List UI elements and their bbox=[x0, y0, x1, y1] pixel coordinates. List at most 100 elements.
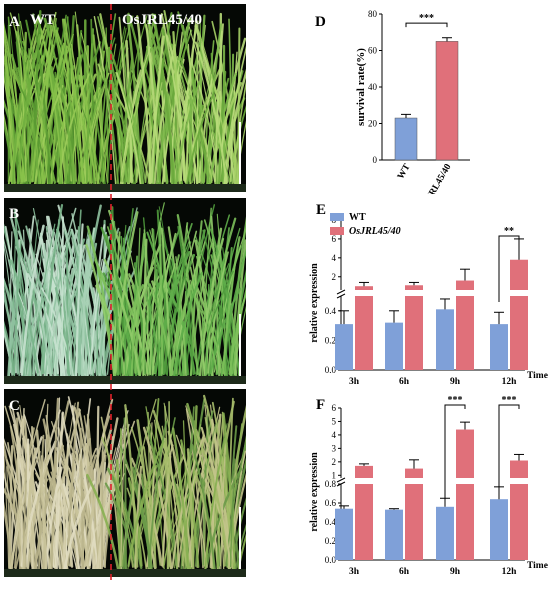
y-tick-label: 4 bbox=[332, 430, 337, 440]
bar bbox=[405, 296, 423, 370]
soil-strip bbox=[4, 376, 246, 384]
y-axis-label: relative expression bbox=[309, 263, 320, 343]
bar bbox=[436, 309, 454, 370]
y-tick-label: 2 bbox=[332, 457, 337, 467]
bar bbox=[510, 460, 528, 478]
bar bbox=[385, 509, 403, 560]
seedling-image-a bbox=[4, 9, 246, 192]
photo-panel-a bbox=[4, 4, 246, 192]
bar bbox=[510, 259, 528, 290]
y-tick-label: 2 bbox=[332, 272, 337, 282]
bar bbox=[435, 41, 459, 161]
x-tick-label: 12h bbox=[502, 377, 518, 387]
bar bbox=[456, 484, 474, 560]
x-tick-label: OsJRL45/40 bbox=[420, 162, 454, 194]
bar bbox=[355, 465, 373, 478]
y-tick-label: 6 bbox=[332, 403, 337, 413]
significance-label: *** bbox=[419, 13, 434, 24]
y-tick-label: 4 bbox=[332, 253, 337, 263]
y-tick-label: 0.2 bbox=[325, 536, 336, 546]
y-tick-label: 1 bbox=[332, 470, 337, 480]
significance-bracket bbox=[498, 404, 520, 488]
leaf-group bbox=[4, 394, 246, 573]
x-tick-label: 12h bbox=[502, 567, 518, 577]
y-tick-label: 20 bbox=[368, 119, 378, 129]
y-axis-label: survival rate(%) bbox=[355, 48, 367, 126]
bar bbox=[405, 468, 423, 478]
y-axis-label: relative expression bbox=[309, 452, 320, 532]
panel-letter-b: B bbox=[9, 206, 20, 222]
divider-line bbox=[110, 4, 112, 580]
bar bbox=[456, 280, 474, 290]
photo-panel-c bbox=[4, 389, 246, 577]
y-tick-label: 6 bbox=[332, 234, 337, 244]
bar bbox=[385, 322, 403, 370]
chart-d: 0 20 40 60 80 survival rate(%) WT OsJRL45/40 *** bbox=[330, 4, 480, 211]
y-tick-label: 0.2 bbox=[325, 335, 336, 345]
significance-label: *** bbox=[448, 395, 463, 406]
label-wt: WT bbox=[30, 12, 56, 28]
x-tick-label: 3h bbox=[349, 567, 360, 577]
chart-f: 1 2 3 4 5 6 0.0 0.2 0.4 0.6 0.8 relative expression… bbox=[296, 392, 550, 591]
panel-letter-d: D bbox=[315, 14, 326, 30]
axis-break-mark bbox=[336, 289, 346, 295]
y-tick-label: 0.6 bbox=[325, 498, 337, 508]
x-axis-label: Time bbox=[527, 371, 548, 381]
bar bbox=[394, 117, 418, 161]
bar bbox=[456, 429, 474, 478]
bar bbox=[405, 484, 423, 560]
bar bbox=[355, 296, 373, 370]
bar bbox=[436, 506, 454, 560]
x-tick-label: 9h bbox=[450, 377, 461, 387]
label-mutant: OsJRL45/40 bbox=[122, 12, 203, 28]
legend-label: WT bbox=[349, 212, 366, 223]
bar bbox=[490, 324, 508, 370]
significance-bracket bbox=[498, 235, 520, 302]
chart-d-svg: 0 20 40 60 80 survival rate(%) WT OsJRL45/40 *** bbox=[355, 9, 470, 211]
chart-f-svg: 1 2 3 4 5 6 0.0 0.2 0.4 0.6 0.8 relative expression… bbox=[309, 395, 548, 577]
x-tick-label: 6h bbox=[399, 567, 410, 577]
y-tick-label: 5 bbox=[332, 416, 337, 426]
soil-strip bbox=[4, 569, 246, 577]
y-tick-label: 0.8 bbox=[325, 479, 337, 489]
x-tick-label: 3h bbox=[349, 377, 360, 387]
y-tick-label: 0 bbox=[373, 155, 378, 165]
x-tick-label: 6h bbox=[399, 377, 410, 387]
bar bbox=[335, 508, 353, 560]
axis-break-mark bbox=[336, 293, 346, 299]
bar bbox=[510, 484, 528, 560]
bar bbox=[490, 499, 508, 560]
significance-label: *** bbox=[502, 395, 517, 406]
y-tick-label: 3 bbox=[332, 443, 337, 453]
y-tick-label: 80 bbox=[368, 9, 378, 19]
bar bbox=[355, 286, 373, 290]
bar bbox=[456, 296, 474, 370]
bar bbox=[355, 484, 373, 560]
bar bbox=[510, 296, 528, 370]
panel-letter-f: F bbox=[316, 397, 326, 413]
y-tick-label: 0.0 bbox=[325, 365, 337, 375]
panel-letter-c: C bbox=[9, 398, 20, 414]
y-tick-label: 60 bbox=[368, 46, 378, 56]
y-tick-label: 40 bbox=[368, 82, 378, 92]
soil-strip bbox=[4, 184, 246, 192]
seedling-image-c bbox=[4, 394, 246, 577]
legend-swatch bbox=[330, 213, 344, 221]
significance-bracket bbox=[444, 404, 466, 498]
legend-label: OsJRL45/40 bbox=[349, 226, 401, 237]
x-tick-label: 9h bbox=[450, 567, 461, 577]
x-axis-label: Time bbox=[527, 561, 548, 571]
y-tick-label: 0.4 bbox=[325, 517, 337, 527]
axis-break-mark bbox=[336, 477, 346, 483]
significance-bracket bbox=[405, 22, 448, 28]
significance-label: ** bbox=[504, 226, 514, 237]
panel-letter-a: A bbox=[9, 14, 20, 30]
panel-letter-e: E bbox=[316, 202, 327, 218]
y-tick-label: 0.4 bbox=[325, 306, 337, 316]
x-tick-label: WT bbox=[396, 162, 413, 181]
leaf-group bbox=[4, 9, 246, 188]
bar bbox=[405, 285, 423, 290]
y-tick-label: 0.0 bbox=[325, 555, 337, 565]
